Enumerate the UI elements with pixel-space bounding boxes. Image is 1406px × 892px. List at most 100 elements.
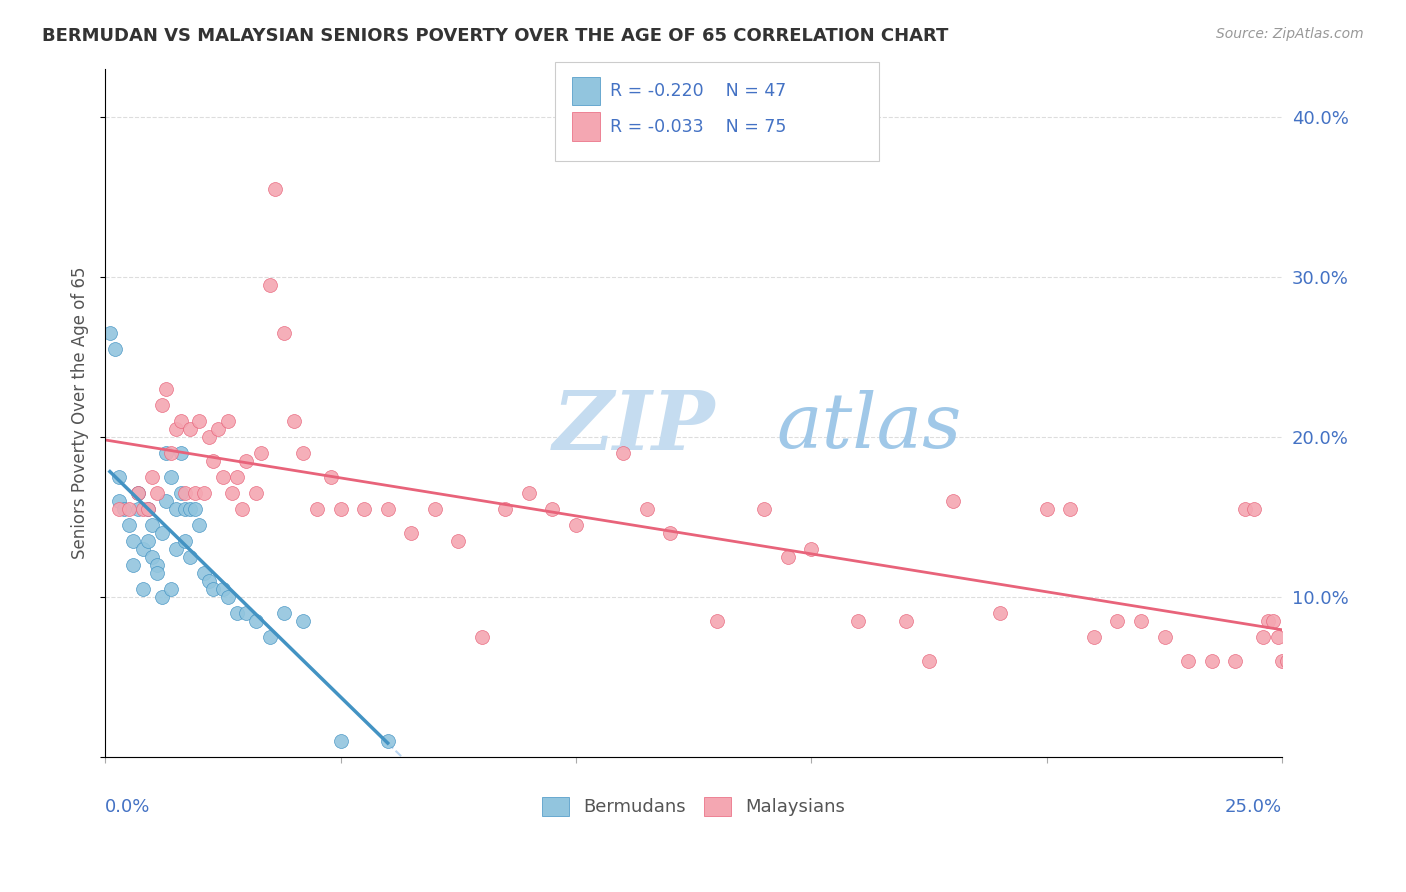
Point [259,277,281,292]
Point [329,734,352,748]
Point [165,541,187,556]
Text: 25.0%: 25.0% [1225,798,1282,816]
Point [273,326,295,340]
Point [104,342,127,356]
Point [541,501,564,516]
Text: Source: ZipAtlas.com: Source: ZipAtlas.com [1216,27,1364,41]
Point [918,654,941,668]
Point [447,533,470,548]
Point [1177,654,1199,668]
Point [226,470,249,484]
Point [207,422,229,436]
Point [197,430,219,444]
Point [217,590,239,604]
Point [353,501,375,516]
Point [706,614,728,628]
Point [174,501,197,516]
Point [471,630,494,644]
Point [1083,630,1105,644]
Point [423,501,446,516]
Point [108,501,131,516]
Point [174,533,197,548]
Point [160,582,183,596]
Point [197,574,219,588]
Point [377,501,399,516]
Point [150,398,173,412]
Point [565,517,588,532]
Point [235,454,257,468]
Point [1036,501,1059,516]
Point [146,566,169,580]
Point [226,606,249,620]
Point [1275,654,1298,668]
Text: atlas: atlas [776,390,962,464]
Point [108,470,131,484]
Point [942,493,965,508]
Point [494,501,516,516]
Point [136,501,159,516]
Point [127,485,149,500]
Point [1233,501,1256,516]
Point [150,590,173,604]
Point [118,517,141,532]
Point [659,525,682,540]
Point [612,446,634,460]
Point [217,414,239,428]
Point [127,501,149,516]
Point [112,501,135,516]
Point [1059,501,1081,516]
Point [136,501,159,516]
Text: ZIP: ZIP [553,386,716,467]
Point [108,493,131,508]
Point [291,614,314,628]
Point [188,414,211,428]
Point [245,485,267,500]
Point [165,422,187,436]
Point [179,422,201,436]
Point [1223,654,1246,668]
Point [202,582,225,596]
Point [212,582,235,596]
Point [291,446,314,460]
Point [1253,630,1275,644]
Point [1271,654,1294,668]
Point [259,630,281,644]
Point [132,582,155,596]
Point [245,614,267,628]
Point [273,606,295,620]
Point [155,382,177,396]
Point [127,485,149,500]
Point [776,549,799,564]
Point [98,326,121,340]
Point [141,549,163,564]
Point [1243,501,1265,516]
Point [1201,654,1223,668]
Point [136,533,159,548]
Point [321,470,343,484]
Point [988,606,1011,620]
Point [122,558,145,572]
Point [146,558,169,572]
Point [141,517,163,532]
Point [329,501,352,516]
Point [1107,614,1129,628]
Point [307,501,329,516]
Point [202,454,225,468]
Point [146,485,169,500]
Point [1130,614,1153,628]
Point [155,493,177,508]
Point [212,470,235,484]
Point [169,485,191,500]
Point [848,614,870,628]
Point [183,501,205,516]
Point [150,525,173,540]
Point [517,485,540,500]
Point [174,485,197,500]
Point [160,446,183,460]
Point [165,501,187,516]
Point [221,485,243,500]
Point [754,501,776,516]
Point [160,470,183,484]
Text: BERMUDAN VS MALAYSIAN SENIORS POVERTY OVER THE AGE OF 65 CORRELATION CHART: BERMUDAN VS MALAYSIAN SENIORS POVERTY OV… [42,27,949,45]
Point [235,606,257,620]
